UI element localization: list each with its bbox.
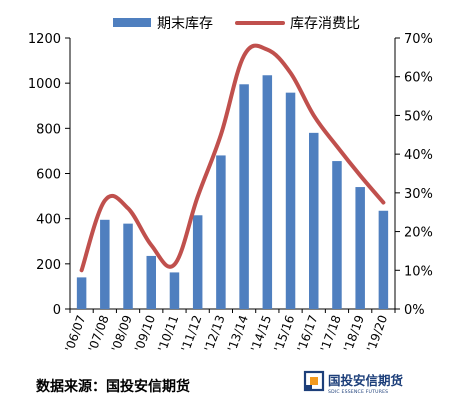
bar-1 (100, 219, 110, 309)
bar-10 (309, 132, 319, 309)
bar-4 (169, 272, 180, 309)
left-tick-label: 800 (36, 122, 61, 137)
x-label-11: '17/18 (318, 313, 344, 353)
bar-3 (146, 255, 156, 309)
bar-series (76, 75, 389, 309)
line-path (79, 43, 386, 273)
right-tick-label: 50% (404, 109, 433, 124)
bar-0 (76, 277, 87, 309)
bar-8 (262, 75, 273, 309)
x-label-13: '19/20 (364, 313, 390, 353)
right-axis-ticks: 0% 10% 20% 30% 40% 50% 60% 70% (395, 32, 433, 318)
right-tick-label: 20% (404, 226, 433, 241)
left-tick-label: 0 (53, 303, 61, 318)
x-label-9: '15/16 (271, 313, 297, 353)
x-label-3: '09/10 (132, 313, 158, 353)
legend-label-line: 库存消费比 (290, 16, 360, 32)
bar-9 (285, 92, 296, 309)
x-label-4: '10/11 (155, 313, 181, 353)
left-tick-label: 600 (36, 168, 61, 183)
x-label-6: '12/13 (202, 313, 228, 353)
x-label-8: '14/15 (248, 313, 274, 353)
right-tick-label: 10% (404, 264, 433, 279)
bar-11 (332, 161, 342, 309)
right-tick-label: 60% (404, 71, 433, 86)
logo: 国投安信期货 SDIC ESSENCE FUTURES (303, 370, 404, 395)
right-tick-label: 0% (404, 303, 425, 318)
left-tick-label: 400 (36, 213, 61, 228)
bar-6 (216, 155, 226, 309)
left-axis-ticks: 0 200 400 600 800 1000 1200 (28, 32, 70, 318)
right-tick-label: 30% (404, 187, 433, 202)
right-tick-label: 70% (404, 32, 433, 47)
logo-name: 国投安信期货 (328, 373, 404, 388)
logo-mark-icon (303, 370, 325, 392)
x-label-1: '07/08 (86, 313, 112, 353)
x-label-2: '08/09 (109, 313, 135, 353)
bar-7 (239, 84, 249, 309)
legend-label-bar: 期末库存 (157, 16, 213, 32)
x-label-7: '13/14 (225, 313, 251, 353)
legend: 期末库存 库存消费比 (113, 16, 360, 32)
x-label-10: '16/17 (294, 313, 320, 353)
bar-2 (123, 223, 133, 309)
bar-12 (355, 187, 365, 309)
left-tick-label: 1000 (28, 77, 61, 92)
x-label-12: '18/19 (341, 313, 367, 353)
bar-5 (192, 215, 203, 309)
right-tick-label: 40% (404, 148, 433, 163)
x-label-0: '06/07 (62, 313, 88, 353)
line-series (79, 43, 386, 273)
left-tick-label: 200 (36, 258, 61, 273)
left-tick-label: 1200 (28, 32, 61, 47)
bar-13 (378, 210, 389, 309)
x-label-5: '11/12 (178, 313, 204, 353)
x-axis-labels: '06/07'07/08'08/09'09/10'10/11'11/12'12/… (62, 309, 396, 354)
logo-subtitle: SDIC ESSENCE FUTURES (328, 389, 388, 395)
source-note: 数据来源：国投安信期货 (36, 378, 190, 395)
legend-swatch-bar (113, 18, 151, 27)
